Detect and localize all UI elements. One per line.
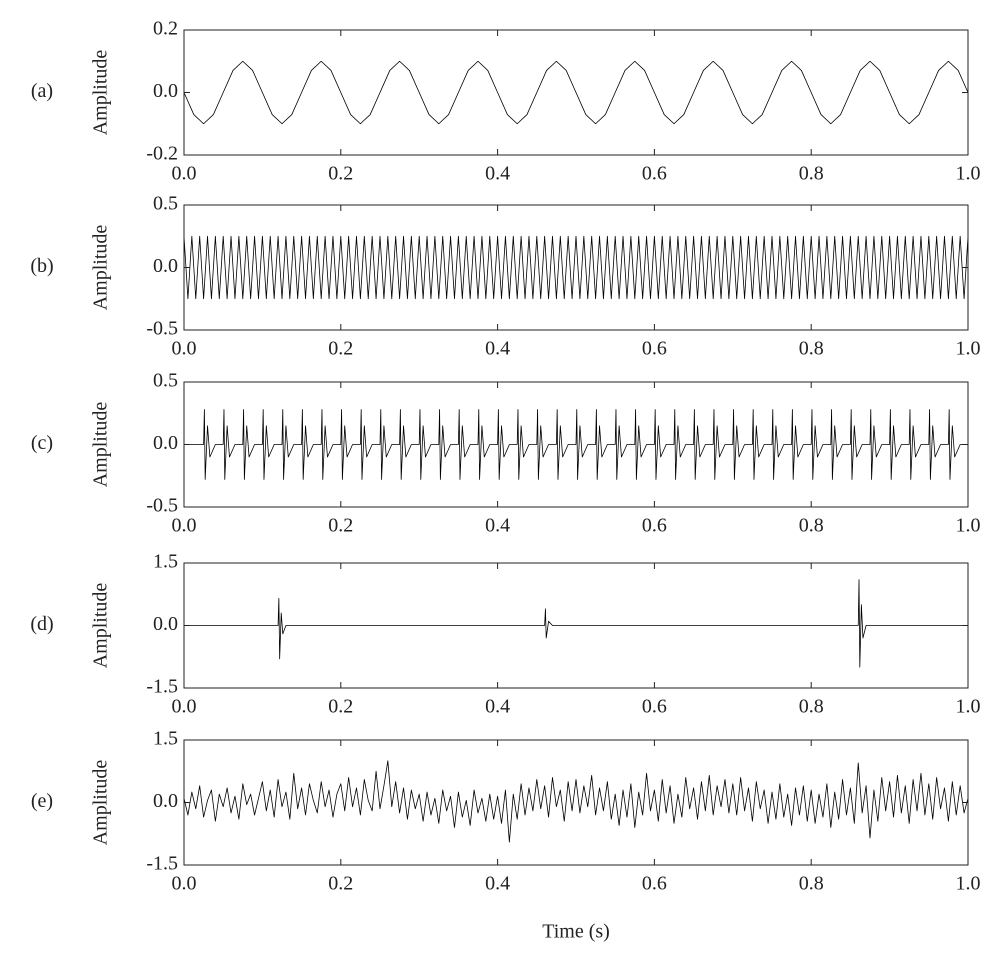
y-tick-label: -0.5 bbox=[146, 318, 178, 340]
x-tick-label: 0.0 bbox=[172, 515, 197, 537]
x-tick-label: 1.0 bbox=[956, 873, 981, 895]
x-tick-label: 0.8 bbox=[799, 338, 824, 360]
x-tick-label: 0.2 bbox=[328, 515, 353, 537]
x-tick-label: 0.6 bbox=[642, 163, 667, 185]
x-tick-label: 0.0 bbox=[172, 873, 197, 895]
y-tick-label: 1.5 bbox=[153, 551, 178, 573]
panel-label: (c) bbox=[31, 432, 53, 454]
y-tick-label: -1.5 bbox=[146, 676, 178, 698]
x-tick-label: 0.0 bbox=[172, 163, 197, 185]
y-axis-label: Amplitude bbox=[90, 50, 112, 136]
x-tick-label: 0.6 bbox=[642, 873, 667, 895]
y-tick-label: 0.2 bbox=[153, 18, 178, 40]
panel-label: (e) bbox=[31, 790, 53, 812]
y-tick-label: 0.5 bbox=[153, 370, 178, 392]
signal-line bbox=[183, 60, 969, 125]
panel-label: (a) bbox=[31, 80, 53, 102]
plot-frame bbox=[183, 739, 969, 866]
x-tick-label: 0.8 bbox=[799, 873, 824, 895]
y-axis-label: Amplitude bbox=[90, 583, 112, 669]
x-tick-label: 0.8 bbox=[799, 696, 824, 718]
y-axis-label: Amplitude bbox=[90, 225, 112, 311]
x-tick-label: 0.2 bbox=[328, 163, 353, 185]
x-tick-label: 1.0 bbox=[956, 163, 981, 185]
x-tick-label: 0.2 bbox=[328, 696, 353, 718]
x-tick-label: 0.2 bbox=[328, 338, 353, 360]
y-tick-label: 0.5 bbox=[153, 193, 178, 215]
y-tick-label: 0.0 bbox=[153, 432, 178, 454]
panel-label: (d) bbox=[30, 613, 53, 635]
x-tick-label: 0.6 bbox=[642, 696, 667, 718]
x-tick-label: 0.6 bbox=[642, 515, 667, 537]
x-tick-label: 1.0 bbox=[956, 515, 981, 537]
x-tick-label: 1.0 bbox=[956, 338, 981, 360]
y-tick-label: 0.0 bbox=[153, 613, 178, 635]
x-tick-label: 0.4 bbox=[485, 873, 510, 895]
y-tick-label: 1.5 bbox=[153, 728, 178, 750]
plot-frame bbox=[183, 204, 969, 331]
x-tick-label: 0.4 bbox=[485, 338, 510, 360]
signal-line bbox=[184, 409, 968, 480]
x-axis-label: Time (s) bbox=[542, 921, 610, 943]
x-tick-label: 0.4 bbox=[485, 515, 510, 537]
x-tick-label: 0.2 bbox=[328, 873, 353, 895]
x-tick-label: 1.0 bbox=[956, 696, 981, 718]
y-tick-label: -1.5 bbox=[146, 853, 178, 875]
x-tick-label: 0.4 bbox=[485, 696, 510, 718]
x-tick-label: 0.0 bbox=[172, 696, 197, 718]
y-tick-label: -0.5 bbox=[146, 495, 178, 517]
y-axis-label: Amplitude bbox=[90, 760, 112, 846]
y-axis-label: Amplitude bbox=[90, 402, 112, 488]
x-tick-label: 0.4 bbox=[485, 163, 510, 185]
signal-line bbox=[183, 235, 969, 300]
x-tick-label: 0.8 bbox=[799, 163, 824, 185]
signal-line bbox=[183, 760, 969, 843]
x-tick-label: 0.8 bbox=[799, 515, 824, 537]
x-tick-label: 0.0 bbox=[172, 338, 197, 360]
y-tick-label: 0.0 bbox=[153, 255, 178, 277]
y-tick-label: -0.2 bbox=[146, 143, 178, 165]
x-tick-label: 0.6 bbox=[642, 338, 667, 360]
panel-label: (b) bbox=[30, 255, 53, 277]
signal-line bbox=[184, 579, 968, 668]
y-tick-label: 0.0 bbox=[153, 790, 178, 812]
y-tick-label: 0.0 bbox=[153, 80, 178, 102]
